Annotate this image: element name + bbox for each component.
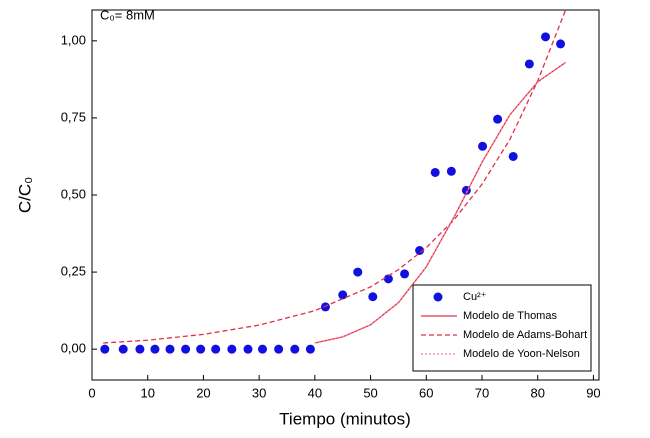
x-tick-label: 0 (88, 385, 95, 400)
data-point (274, 344, 284, 354)
data-point (290, 344, 300, 354)
y-tick-label: 0,50 (61, 186, 86, 201)
data-point (257, 344, 267, 354)
legend-label: Modelo de Thomas (463, 310, 557, 322)
model-line (103, 9, 567, 344)
data-point (478, 141, 488, 151)
data-point (541, 32, 551, 42)
x-tick-label: 60 (419, 385, 433, 400)
data-point (400, 269, 410, 279)
y-tick-label: 0,25 (61, 264, 86, 279)
y-tick-label: 0,75 (61, 109, 86, 124)
data-point (446, 166, 456, 176)
data-point (181, 344, 191, 354)
legend-label: Cu²⁺ (463, 291, 487, 303)
legend-label: Modelo de Yoon-Nelson (463, 348, 580, 360)
legend-label: Modelo de Adams-Bohart (463, 329, 587, 341)
data-point (196, 344, 206, 354)
data-point (383, 274, 393, 284)
data-point (508, 151, 518, 161)
data-point (118, 344, 128, 354)
data-point (305, 344, 315, 354)
data-point (211, 344, 221, 354)
data-point (368, 292, 378, 302)
data-point (353, 267, 363, 277)
y-tick-label: 0,00 (61, 341, 86, 356)
data-point (524, 59, 534, 69)
x-tick-label: 30 (252, 385, 266, 400)
y-tick-label: 1,00 (61, 32, 86, 47)
data-point (430, 167, 440, 177)
data-point (150, 344, 160, 354)
data-point (320, 302, 330, 312)
data-point (556, 39, 566, 49)
data-point (100, 344, 110, 354)
x-tick-label: 50 (363, 385, 377, 400)
model-line (314, 61, 566, 344)
data-point (415, 246, 425, 255)
data-point (165, 344, 175, 354)
x-tick-label: 10 (140, 385, 154, 400)
legend-marker (433, 292, 443, 302)
data-point (227, 344, 237, 354)
data-point (243, 344, 253, 354)
x-tick-label: 80 (530, 385, 544, 400)
x-tick-label: 20 (196, 385, 210, 400)
annotation: C₀= 8mM (100, 7, 155, 22)
x-tick-label: 90 (586, 385, 600, 400)
legend-box (412, 284, 592, 372)
data-point (135, 344, 145, 354)
data-point (493, 114, 503, 124)
x-tick-label: 70 (475, 385, 489, 400)
x-axis-label: Tiempo (minutos) (279, 409, 411, 428)
data-point (338, 290, 348, 300)
x-tick-label: 40 (308, 385, 322, 400)
y-axis-label: C/C₀ (15, 177, 34, 213)
